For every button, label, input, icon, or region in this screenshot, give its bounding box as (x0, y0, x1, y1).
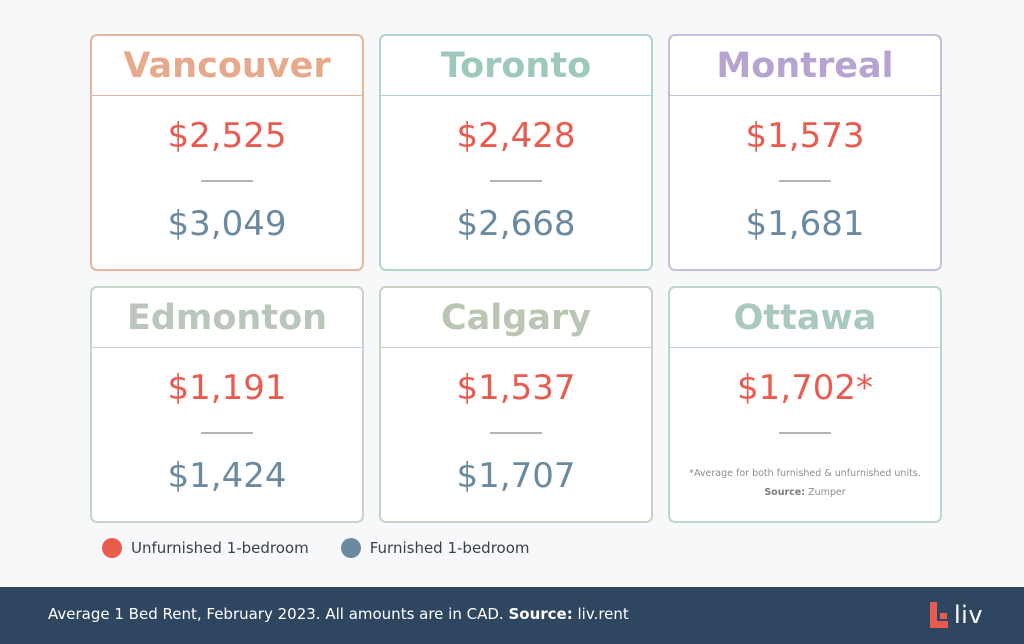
footer-bar: Average 1 Bed Rent, February 2023. All a… (0, 587, 1024, 644)
footer-source-label: Source: (508, 605, 573, 623)
city-name: Edmonton (126, 297, 328, 338)
city-name: Montreal (716, 45, 894, 86)
unfurnished-price: $2,428 (456, 116, 576, 156)
card-montreal: Montreal $1,573 $1,681 (668, 34, 942, 271)
liv-logo-icon (930, 602, 948, 628)
card-header: Ottawa (670, 288, 940, 348)
unfurnished-price: $1,191 (167, 368, 287, 408)
furnished-price: $3,049 (167, 204, 287, 244)
furnished-price: $1,424 (167, 456, 287, 496)
source-label: Source: (764, 487, 806, 498)
footer-text: Average 1 Bed Rent, February 2023. All a… (48, 605, 504, 623)
card-edmonton: Edmonton $1,191 $1,424 (90, 286, 364, 523)
furnished-price: $1,707 (456, 456, 576, 496)
footnote: *Average for both furnished & unfurnishe… (689, 468, 921, 479)
furnished-dot-icon (340, 538, 361, 558)
city-name: Vancouver (123, 45, 331, 86)
city-grid: Vancouver $2,525 $3,049 Toronto $2,428 $… (90, 34, 942, 523)
unfurnished-price: $1,702* (737, 368, 873, 408)
legend: Unfurnished 1-bedroom Furnished 1-bedroo… (102, 538, 562, 558)
divider (201, 432, 253, 434)
card-header: Vancouver (92, 36, 362, 96)
card-header: Montreal (670, 36, 940, 96)
unfurnished-price: $1,537 (456, 368, 576, 408)
divider (490, 432, 542, 434)
legend-furnished: Furnished 1-bedroom (340, 538, 530, 558)
card-calgary: Calgary $1,537 $1,707 (379, 286, 653, 523)
legend-unfurnished: Unfurnished 1-bedroom (102, 538, 309, 558)
source-value: Zumper (808, 487, 846, 498)
legend-unfurnished-label: Unfurnished 1-bedroom (131, 539, 309, 557)
card-header: Calgary (381, 288, 651, 348)
unfurnished-dot-icon (102, 538, 122, 558)
source-note: Source: Zumper (670, 487, 940, 498)
city-name: Calgary (440, 297, 592, 338)
card-toronto: Toronto $2,428 $2,668 (379, 34, 653, 271)
legend-furnished-label: Furnished 1-bedroom (369, 539, 530, 557)
divider (779, 432, 831, 434)
footer-source-value: liv.rent (577, 605, 629, 623)
furnished-price: $1,681 (745, 204, 865, 244)
unfurnished-price: $1,573 (745, 116, 865, 156)
footer-caption: Average 1 Bed Rent, February 2023. All a… (48, 605, 629, 623)
card-header: Edmonton (92, 288, 362, 348)
divider (201, 180, 253, 182)
logo-text: liv (954, 601, 984, 629)
card-ottawa: Ottawa $1,702* *Average for both furnish… (668, 286, 942, 523)
liv-logo[interactable]: liv (930, 601, 983, 629)
unfurnished-price: $2,525 (167, 116, 287, 156)
divider (779, 180, 831, 182)
city-name: Ottawa (733, 297, 877, 338)
divider (490, 180, 542, 182)
furnished-price: $2,668 (456, 204, 576, 244)
city-name: Toronto (440, 45, 592, 86)
card-header: Toronto (381, 36, 651, 96)
card-vancouver: Vancouver $2,525 $3,049 (90, 34, 364, 271)
